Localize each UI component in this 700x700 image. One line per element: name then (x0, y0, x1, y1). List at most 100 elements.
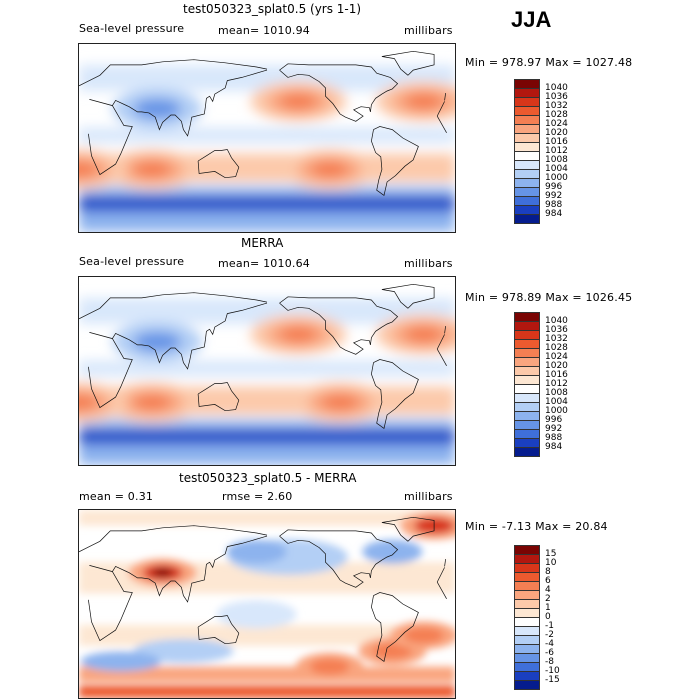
colorbar-tick-label: 1008 (545, 154, 568, 165)
colorbar-tick-label: 1020 (545, 360, 568, 371)
colorbar-tick-label: 1004 (545, 163, 568, 174)
colorbar-tick-label: 1036 (545, 324, 568, 335)
positive-anomaly-peak (152, 568, 173, 577)
coastline (444, 93, 446, 101)
negative-anomaly-core (362, 539, 423, 564)
colorbar-tick-label: 1024 (545, 118, 568, 129)
panel-1-units-label: millibars (404, 24, 453, 37)
colorbar-tick-label: 1036 (545, 91, 568, 102)
colorbar-tick-label: 0 (545, 611, 551, 622)
panel-2-map-svg (79, 277, 455, 465)
coastline (112, 69, 268, 137)
panel-3-title: test050323_splat0.5 - MERRA (179, 471, 357, 485)
colorbar-tick-label: -2 (545, 629, 554, 640)
season-label: JJA (511, 7, 552, 32)
southern-trough-band-3 (79, 197, 455, 207)
colorbar-swatch (514, 680, 540, 690)
panel-3-map (78, 509, 456, 699)
panel-2-title: MERRA (241, 236, 284, 250)
colorbar-tick-label: -4 (545, 638, 554, 649)
panel-3-mean-label: mean = 0.31 (79, 490, 154, 503)
panel-1-map (78, 43, 456, 233)
colorbar-tick-label: 988 (545, 199, 563, 210)
coastline (112, 535, 268, 603)
colorbar-tick-label: 1032 (545, 333, 568, 344)
coastline (79, 59, 268, 87)
high-pressure-core (280, 93, 317, 110)
coastline (381, 50, 435, 76)
colorbar-tick-label: 992 (545, 423, 563, 434)
coastline (279, 529, 399, 588)
coastline (88, 99, 133, 176)
panel-2-mean-label: mean= 1010.64 (218, 257, 310, 270)
panel-1-map-svg (79, 44, 455, 232)
coastline (79, 525, 268, 553)
coastline (112, 302, 268, 370)
colorbar-swatch (514, 447, 540, 457)
colorbar-tick-label: 15 (545, 548, 557, 559)
panel-1-minmax: Min = 978.97 Max = 1027.48 (465, 56, 633, 69)
panel-3-minmax: Min = -7.13 Max = 20.84 (465, 520, 608, 533)
positive-anomaly-core (372, 643, 413, 659)
coastline (197, 149, 240, 179)
colorbar-tick-label: 992 (545, 190, 563, 201)
colorbar-tick-label: 1004 (545, 396, 568, 407)
pressure-field (79, 64, 455, 232)
southern-trough-band-2 (79, 192, 455, 198)
colorbar-tick-label: 1028 (545, 109, 568, 120)
colorbar-tick-label: -1 (545, 620, 554, 631)
high-pressure-core (322, 394, 359, 411)
colorbar-tick-label: 988 (545, 432, 563, 443)
colorbar-tick-label: 1024 (545, 351, 568, 362)
colorbar-swatch (514, 214, 540, 224)
panel-2-minmax: Min = 978.89 Max = 1026.45 (465, 291, 633, 304)
low-pressure-core (133, 98, 182, 119)
southern-trough-band-4 (79, 206, 455, 214)
coastline (436, 581, 447, 599)
panel-1-mean-label: mean= 1010.94 (218, 24, 310, 37)
antarctic-band (79, 446, 455, 465)
coastline (436, 115, 447, 133)
panel-1-colorbar: 1040 1036 1032 1028 1024 1020 1016 1012 1008 1004… (514, 79, 568, 224)
coastline (279, 296, 399, 355)
colorbar-tick-label: 1000 (545, 405, 568, 416)
panel-2-colorbar: 1040 1036 1032 1028 1024 1020 1016 1012 1008 1004… (514, 312, 568, 457)
equatorial-band (79, 360, 455, 377)
coastline (79, 292, 268, 320)
panel-2-map (78, 276, 456, 466)
colorbar-tick-label: -10 (545, 665, 560, 676)
southern-trough-band-1 (79, 185, 455, 193)
panel-1-variable-label: Sea-level pressure (79, 22, 185, 35)
colorbar-tick-label: 1012 (545, 378, 568, 389)
positive-anomaly-core (403, 627, 444, 644)
colorbar-tick-label: 1000 (545, 172, 568, 183)
colorbar-tick-label: 1032 (545, 100, 568, 111)
panel-2-variable-label: Sea-level pressure (79, 255, 185, 268)
colorbar-tick-label: 1040 (545, 82, 568, 93)
colorbar-tick-label: -8 (545, 656, 554, 667)
pressure-field (79, 297, 455, 465)
colorbar-tick-label: 1016 (545, 136, 568, 147)
panel-3-units-label: millibars (404, 490, 453, 503)
colorbar-tick-label: 1040 (545, 315, 568, 326)
colorbar-tick-label: -15 (545, 674, 560, 685)
southern-trough-band-2 (79, 425, 455, 431)
coastline (436, 334, 445, 350)
colorbar-tick-label: 996 (545, 414, 563, 425)
coastline (436, 567, 445, 583)
panel-3-colorbar: 15 10 8 6 4 2 1 0 -1 -2 -4 -6 -8 -10 -15 (514, 545, 560, 690)
colorbar-tick-label: 10 (545, 557, 557, 568)
panel-2-units-label: millibars (404, 257, 453, 270)
panel-3-map-svg (79, 510, 455, 698)
coastline (197, 615, 240, 645)
colorbar-tick-label: 1008 (545, 387, 568, 398)
high-pressure-core (280, 326, 317, 343)
coastline (371, 126, 419, 196)
colorbar-tick-label: -6 (545, 647, 554, 658)
colorbar-tick-label: 1012 (545, 145, 568, 156)
high-pressure-core (134, 161, 171, 178)
coastline (197, 382, 240, 412)
arctic-diff-band (79, 510, 455, 526)
coastline (88, 332, 133, 409)
colorbar-tick-label: 984 (545, 441, 563, 452)
